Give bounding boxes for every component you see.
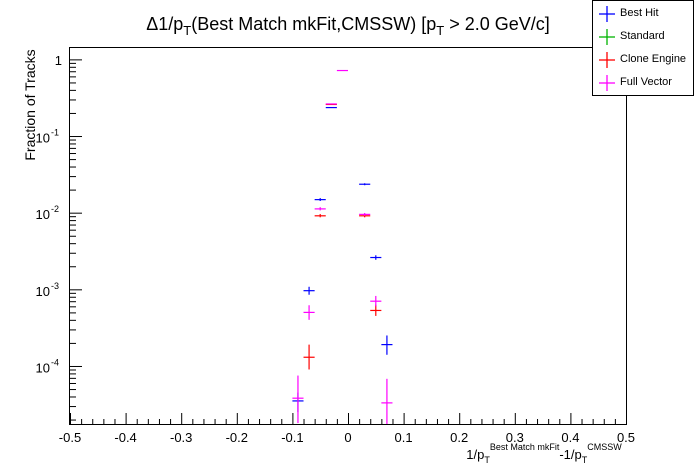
- x-tick-label: 0.3: [506, 430, 524, 445]
- y-tick-exponent: -4: [51, 357, 59, 367]
- x-tick-label: -0.1: [281, 430, 303, 445]
- xlabel-sub2: T: [582, 455, 588, 465]
- title-sub-t: T: [183, 23, 191, 38]
- title-sub-t2: T: [436, 23, 444, 38]
- data-point: [359, 183, 371, 186]
- data-point: [381, 335, 393, 355]
- data-point: [359, 213, 371, 216]
- x-tick-label: -0.2: [226, 430, 248, 445]
- data-point: [303, 305, 315, 320]
- legend-label: Best Hit: [620, 7, 659, 19]
- data-point: [314, 207, 326, 211]
- data-point: [325, 106, 337, 109]
- x-tick-label: 0.1: [395, 430, 413, 445]
- y-tick-exponent: -3: [51, 281, 59, 291]
- x-axis-label: 1/pTBest Match mkFit-1/pTCMSSW: [466, 442, 622, 465]
- data-point: [370, 255, 382, 260]
- data-point: [303, 344, 315, 370]
- xlabel-sup2: CMSSW: [587, 442, 622, 452]
- y-tick-label: 10: [36, 131, 50, 146]
- chart-title: Δ1/pT(Best Match mkFit,CMSSW) [pT > 2.0 …: [146, 14, 550, 38]
- x-tick-label: -0.5: [59, 430, 81, 445]
- legend-label: Full Vector: [620, 76, 672, 88]
- x-tick-label: -0.3: [170, 430, 192, 445]
- title-delta-inv: Δ1/p: [146, 14, 183, 34]
- data-points: [292, 69, 393, 424]
- data-point: [292, 375, 304, 424]
- data-point: [303, 286, 315, 295]
- legend-entry: Full Vector: [593, 72, 693, 94]
- legend-entry: Standard: [593, 26, 693, 48]
- axis-ticks: -0.5 -0.4 -0.3 -0.2 -0.1 0 0.1 0.2 0.3 0.4 0.5110-…: [36, 53, 636, 445]
- x-tick-label: 0.4: [561, 430, 579, 445]
- y-tick-exponent: -1: [51, 128, 59, 138]
- xlabel-sub1: T: [484, 455, 490, 465]
- y-tick-label: 1: [55, 53, 62, 68]
- legend-entry: Best Hit: [593, 3, 693, 25]
- title-mid: (Best Match mkFit,CMSSW) [p: [191, 14, 436, 34]
- y-tick-exponent: -2: [51, 204, 59, 214]
- y-axis-label: Fraction of Tracks: [22, 49, 38, 160]
- legend-entry: Clone Engine: [593, 49, 693, 71]
- data-point: [370, 304, 382, 316]
- data-point: [381, 378, 393, 424]
- y-tick-label: 10: [36, 360, 50, 375]
- x-tick-label: 0: [344, 430, 351, 445]
- plot-frame: [69, 47, 627, 425]
- data-point: [325, 103, 337, 105]
- xlabel-part1: 1/p: [466, 447, 484, 462]
- x-tick-label: 0.2: [450, 430, 468, 445]
- legend-label: Standard: [620, 30, 665, 42]
- y-tick-label: 10: [36, 284, 50, 299]
- legend-marker: [599, 75, 615, 91]
- x-tick-label: 0.5: [617, 430, 635, 445]
- y-tick-label: 10: [36, 207, 50, 222]
- legend: Best Hit Standard Clone Engine Full Vector: [592, 0, 694, 96]
- xlabel-sup1: Best Match mkFit: [490, 442, 560, 452]
- data-point: [314, 198, 326, 202]
- x-tick-label: -0.4: [114, 430, 136, 445]
- legend-marker: [599, 29, 615, 45]
- data-point: [370, 295, 382, 307]
- legend-label: Clone Engine: [620, 53, 687, 65]
- title-end: > 2.0 GeV/c]: [444, 14, 550, 34]
- legend-marker: [599, 52, 615, 68]
- legend-marker: [599, 6, 615, 22]
- data-point: [314, 214, 326, 218]
- xlabel-part2: -1/p: [559, 447, 581, 462]
